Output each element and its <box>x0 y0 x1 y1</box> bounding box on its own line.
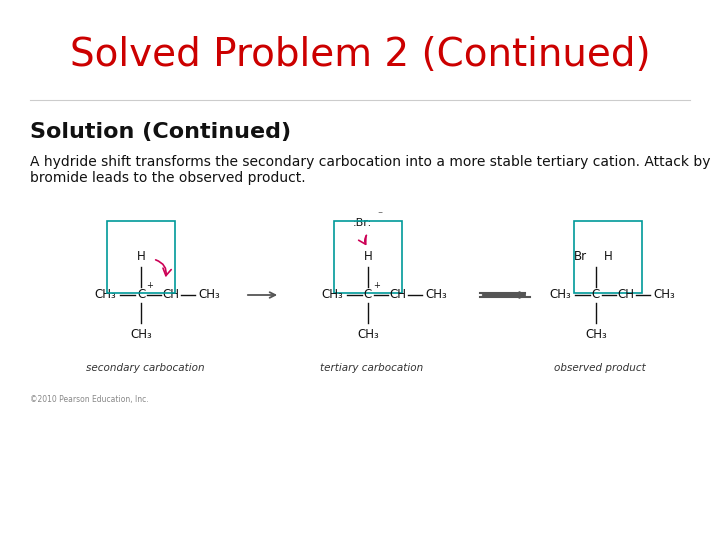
Text: CH₃: CH₃ <box>653 288 675 301</box>
Text: CH₃: CH₃ <box>321 288 343 301</box>
Text: CH₃: CH₃ <box>549 288 571 301</box>
Text: Solved Problem 2 (Continued): Solved Problem 2 (Continued) <box>70 36 650 74</box>
Text: CH₃: CH₃ <box>357 328 379 341</box>
Text: C: C <box>592 288 600 301</box>
Text: observed product: observed product <box>554 363 646 373</box>
Text: Br: Br <box>573 251 587 264</box>
FancyArrowPatch shape <box>359 235 366 244</box>
Text: C: C <box>364 288 372 301</box>
Text: CH₃: CH₃ <box>130 328 152 341</box>
Text: CH₃: CH₃ <box>94 288 116 301</box>
Text: CH: CH <box>390 288 407 301</box>
Text: H: H <box>364 251 372 264</box>
Text: C: C <box>137 288 145 301</box>
Text: secondary carbocation: secondary carbocation <box>86 363 204 373</box>
Text: CH₃: CH₃ <box>425 288 447 301</box>
Text: Solution (Continued): Solution (Continued) <box>30 122 291 142</box>
Text: ©2010 Pearson Education, Inc.: ©2010 Pearson Education, Inc. <box>30 395 148 404</box>
Text: :Br:: :Br: <box>352 218 372 228</box>
Text: CH: CH <box>163 288 179 301</box>
Text: +: + <box>147 280 153 289</box>
Text: +: + <box>374 280 380 289</box>
Text: H: H <box>603 251 613 264</box>
Text: H: H <box>137 251 145 264</box>
Text: A hydride shift transforms the secondary carbocation into a more stable tertiary: A hydride shift transforms the secondary… <box>30 155 711 185</box>
FancyArrowPatch shape <box>156 260 171 276</box>
Text: CH: CH <box>618 288 634 301</box>
Text: CH₃: CH₃ <box>198 288 220 301</box>
Text: ⁻: ⁻ <box>377 210 382 220</box>
Text: CH₃: CH₃ <box>585 328 607 341</box>
Text: tertiary carbocation: tertiary carbocation <box>320 363 423 373</box>
